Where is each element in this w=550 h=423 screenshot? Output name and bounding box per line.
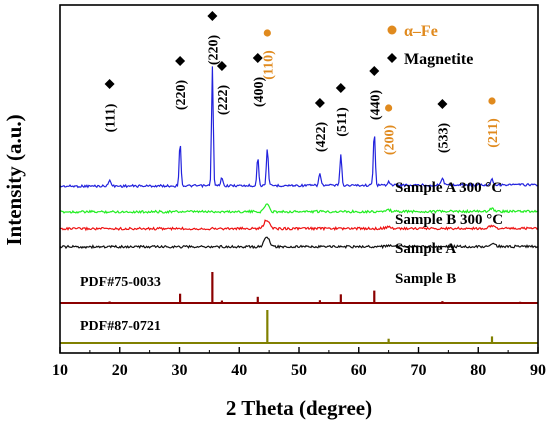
peak-label: (110): [261, 50, 276, 80]
reference-label-pdf-75-0033: PDF#75-0033: [80, 275, 161, 290]
x-axis-ticks: 10 20 30 40 50 60 70 80 90: [52, 347, 546, 379]
peak-label: (533): [436, 123, 451, 154]
series-label-sample-b: Sample B: [395, 271, 456, 287]
series-label-sample-a-300: Sample A 300 °C: [395, 180, 502, 196]
x-tick-label: 50: [291, 362, 307, 379]
x-axis-label: 2 Theta (degree): [226, 396, 372, 420]
series-line-sample-a: [59, 219, 539, 232]
magnetite-marker-icon: [335, 83, 346, 93]
legend-alpha-fe-circle-icon: [387, 25, 397, 35]
peak-label: (440): [368, 90, 383, 121]
x-tick-label: 20: [112, 362, 128, 379]
peak-label: (400): [252, 77, 267, 108]
series-line-sample-a-300-c: [59, 66, 539, 189]
peak-label: (220): [206, 35, 221, 66]
peak-label: (111): [104, 103, 119, 132]
legend-magnetite-label: Magnetite: [404, 51, 473, 68]
x-tick-label: 40: [231, 362, 247, 379]
alpha-fe-marker-icon: [385, 104, 393, 112]
x-tick-label: 30: [172, 362, 188, 379]
peak-label: (511): [335, 107, 350, 137]
x-tick-label: 10: [52, 362, 68, 379]
magnetite-marker-icon: [104, 79, 115, 89]
reference-label-pdf-87-0721: PDF#87-0721: [80, 319, 161, 334]
magnetite-marker-icon: [207, 11, 218, 21]
series-label-sample-b-300: Sample B 300 °C: [395, 212, 503, 228]
x-tick-label: 80: [470, 362, 486, 379]
x-tick-label: 70: [411, 362, 427, 379]
series-line-sample-b: [59, 236, 539, 250]
peak-label: (222): [216, 85, 231, 116]
series-line-sample-b-300-c: [59, 203, 539, 214]
magnetite-marker-icon: [437, 99, 448, 109]
y-axis-label: Intensity (a.u.): [2, 114, 26, 245]
series-label-sample-a: Sample A: [395, 241, 456, 257]
alpha-fe-marker-icon: [488, 97, 496, 105]
alpha-fe-marker-icon: [263, 29, 271, 37]
magnetite-marker-icon: [369, 66, 380, 76]
legend-magnetite-diamond-icon: [387, 53, 397, 63]
legend: α–Fe Magnetite: [387, 23, 473, 68]
x-tick-label: 60: [351, 362, 367, 379]
peak-label: (211): [486, 118, 501, 148]
legend-alpha-fe-label: α–Fe: [404, 23, 438, 40]
x-tick-label: 90: [530, 362, 546, 379]
peak-label: (200): [383, 125, 398, 156]
magnetite-marker-icon: [175, 56, 186, 66]
magnetite-marker-icon: [216, 61, 227, 71]
plot-area: (111) (220) (220) (222) (400)(110) (422) (511)…: [59, 11, 539, 344]
magnetite-marker-icon: [252, 53, 263, 63]
magnetite-marker-icon: [314, 98, 325, 108]
peak-label: (422): [314, 122, 329, 153]
peak-label: (220): [174, 80, 189, 111]
